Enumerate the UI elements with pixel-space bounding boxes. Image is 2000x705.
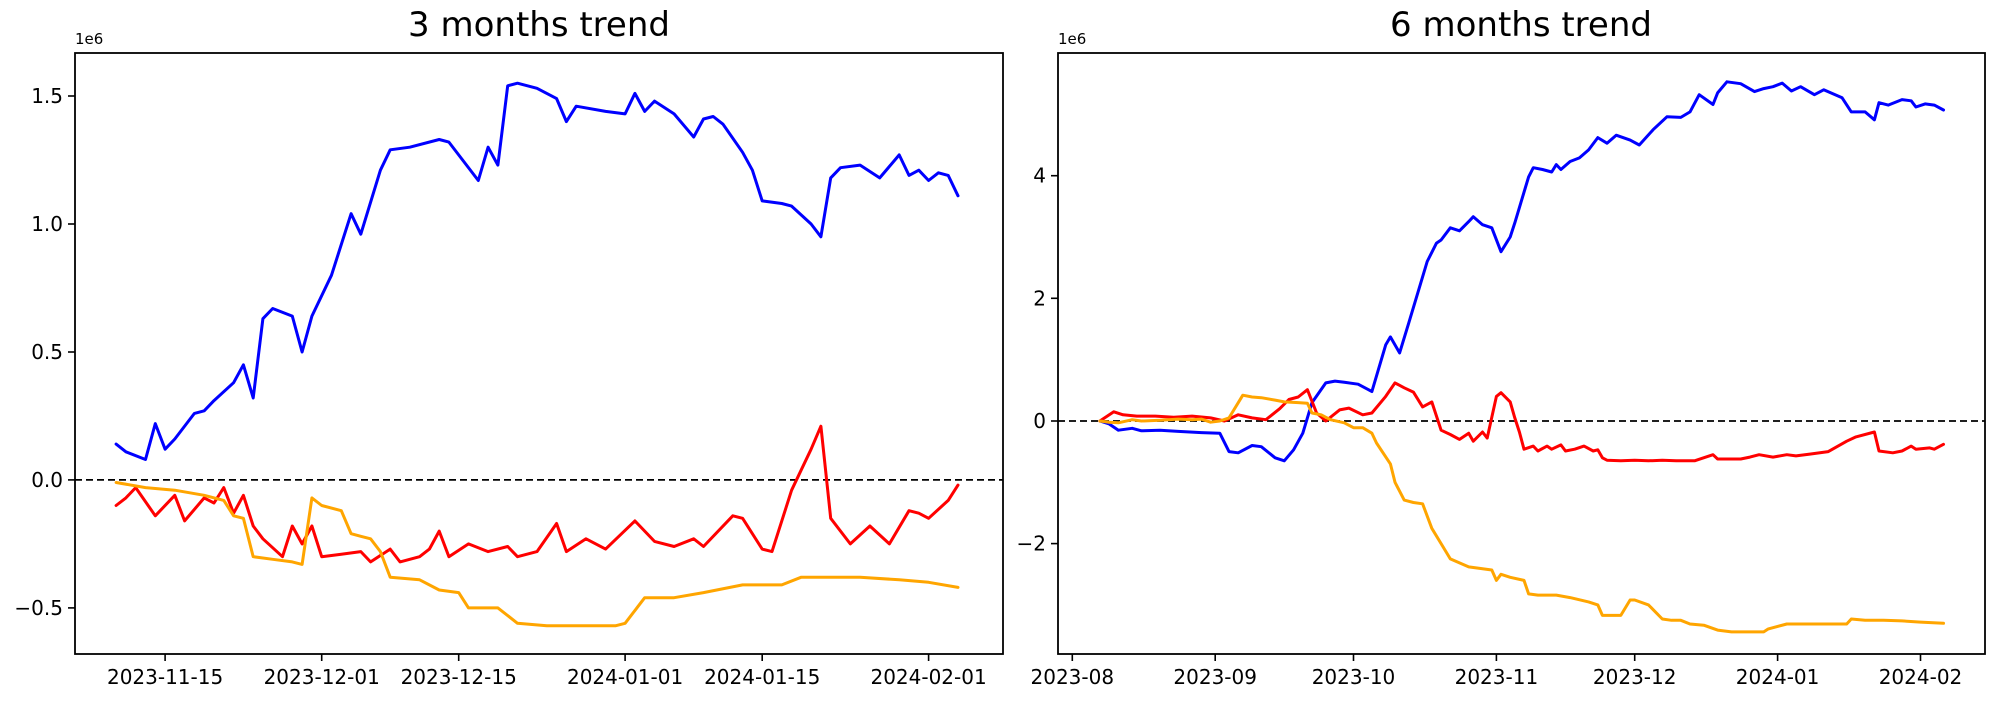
x-tick-label: 2023-10: [1312, 665, 1396, 689]
y-tick-label: −0.5: [14, 596, 63, 620]
y-tick-label: 1.0: [31, 212, 63, 236]
x-tick-label: 2024-01-15: [704, 665, 820, 689]
y-tick-label: 2: [1033, 286, 1046, 310]
y-tick-label: −2: [1017, 532, 1046, 556]
y-tick-label: 4: [1033, 164, 1046, 188]
x-tick-label: 2023-09: [1173, 665, 1257, 689]
series-line-blue: [1098, 80, 1945, 463]
y-tick-label: 0: [1033, 409, 1046, 433]
x-tick-label: 2024-01-01: [567, 665, 683, 689]
y-tick-label: 0.5: [31, 340, 63, 364]
chart-3-months-trend: 3 months trend 1e6 2023-11-15 2023-12-01 2…: [14, 5, 1004, 689]
x-tick-label: 2023-11: [1455, 665, 1539, 689]
chart-title: 6 months trend: [1390, 5, 1652, 45]
axes-border: [1057, 52, 1986, 655]
chart-6-months-trend: 6 months trend 1e6 2023-08 2023-09 2023-10…: [1017, 5, 1986, 689]
y-axis-offset-label: 1e6: [1058, 30, 1086, 48]
series-line-red: [114, 424, 960, 564]
axes-border: [74, 52, 1004, 655]
x-tick-label: 2023-11-15: [107, 665, 223, 689]
x-tick-label: 2023-12: [1593, 665, 1677, 689]
chart-title: 3 months trend: [408, 5, 670, 45]
series-line-blue: [114, 81, 960, 461]
x-tick-label: 2024-02: [1879, 665, 1963, 689]
series-line-red: [1098, 381, 1945, 463]
x-tick-label: 2023-08: [1031, 665, 1115, 689]
x-tick-label: 2023-12-15: [401, 665, 517, 689]
series-line-orange: [1098, 393, 1945, 634]
y-tick-label: 0.0: [31, 468, 63, 492]
y-tick-label: 1.5: [31, 84, 63, 108]
x-tick-label: 2024-01: [1736, 665, 1820, 689]
series-line-orange: [114, 481, 960, 628]
plot-area: 2023-11-15 2023-12-01 2023-12-15 2024-01-01…: [14, 52, 1004, 689]
x-tick-label: 2024-02-01: [870, 665, 986, 689]
x-tick-label: 2023-12-01: [264, 665, 380, 689]
y-axis-offset-label: 1e6: [75, 30, 103, 48]
plot-area: 2023-08 2023-09 2023-10 2023-11 2023-12 2024-…: [1017, 52, 1986, 689]
